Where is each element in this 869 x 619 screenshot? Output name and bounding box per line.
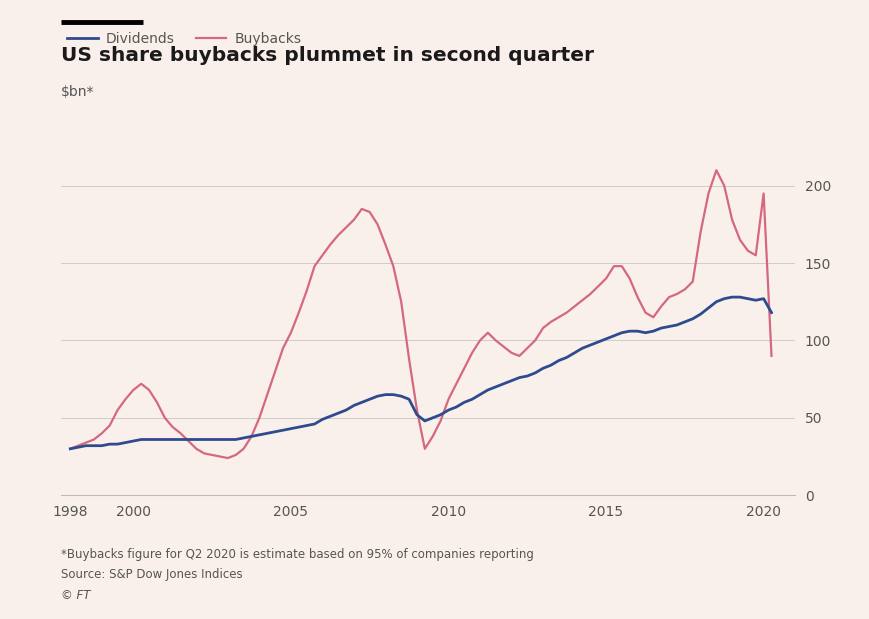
- Text: US share buybacks plummet in second quarter: US share buybacks plummet in second quar…: [61, 46, 594, 66]
- Text: *Buybacks figure for Q2 2020 is estimate based on 95% of companies reporting: *Buybacks figure for Q2 2020 is estimate…: [61, 548, 534, 561]
- Legend: Dividends, Buybacks: Dividends, Buybacks: [67, 32, 302, 46]
- Text: $bn*: $bn*: [61, 85, 95, 100]
- Text: Source: S&P Dow Jones Indices: Source: S&P Dow Jones Indices: [61, 568, 242, 581]
- Text: © FT: © FT: [61, 589, 90, 602]
